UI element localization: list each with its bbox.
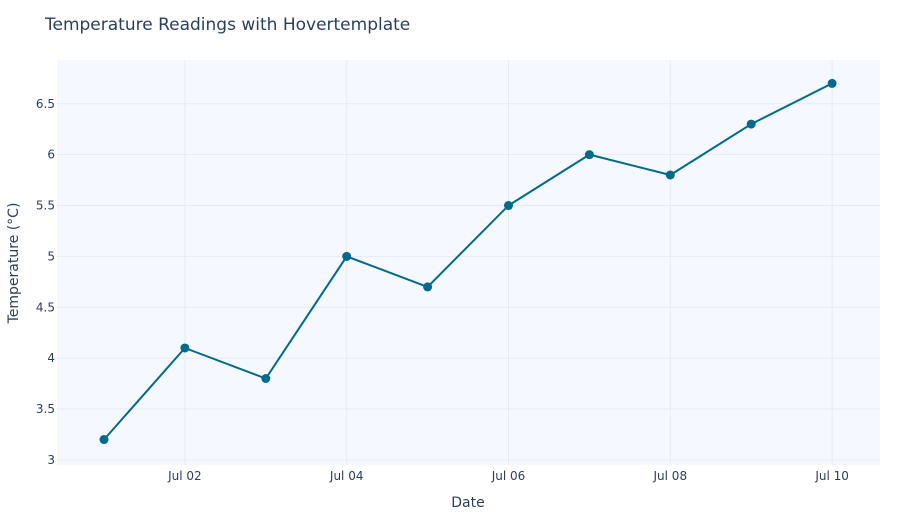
plot-area: [57, 60, 880, 465]
data-point[interactable]: [261, 374, 271, 384]
y-tick-label: 3: [47, 453, 55, 467]
y-tick-label: 4.5: [36, 300, 55, 314]
data-point[interactable]: [504, 201, 513, 211]
x-tick-label: Jul 06: [491, 469, 526, 483]
x-tick-label: Jul 10: [814, 469, 849, 483]
x-tick-label: Jul 04: [329, 469, 364, 483]
x-tick-labels: Jul 02 Jul 04 Jul 06 Jul 08 Jul 10: [167, 469, 849, 483]
data-point[interactable]: [584, 150, 594, 160]
y-tick-label: 5.5: [36, 199, 55, 213]
x-tick-label: Jul 08: [653, 469, 688, 483]
data-point[interactable]: [746, 119, 756, 129]
data-point[interactable]: [342, 251, 352, 261]
chart-title: Temperature Readings with Hovertemplate: [44, 15, 410, 35]
y-axis-label: Temperature (°C): [6, 203, 22, 325]
y-tick-label: 3.5: [36, 402, 55, 416]
y-tick-label: 6: [47, 148, 55, 162]
temperature-line: [103, 82, 833, 441]
x-tick-label: Jul 02: [167, 469, 202, 483]
y-tick-label: 5: [47, 249, 55, 263]
y-tick-label: 6.5: [36, 97, 55, 111]
data-point[interactable]: [665, 170, 675, 180]
data-point[interactable]: [180, 343, 190, 353]
y-gridlines: [57, 103, 880, 461]
data-point[interactable]: [99, 435, 109, 445]
data-point[interactable]: [827, 78, 837, 88]
x-axis-label: Date: [451, 495, 484, 511]
y-tick-labels: 3 3.5 4 4.5 5 5.5 6 6.5: [36, 97, 55, 467]
x-gridlines: [184, 60, 833, 465]
data-points: [99, 78, 837, 445]
y-tick-label: 4: [47, 351, 55, 365]
data-point[interactable]: [423, 282, 433, 292]
